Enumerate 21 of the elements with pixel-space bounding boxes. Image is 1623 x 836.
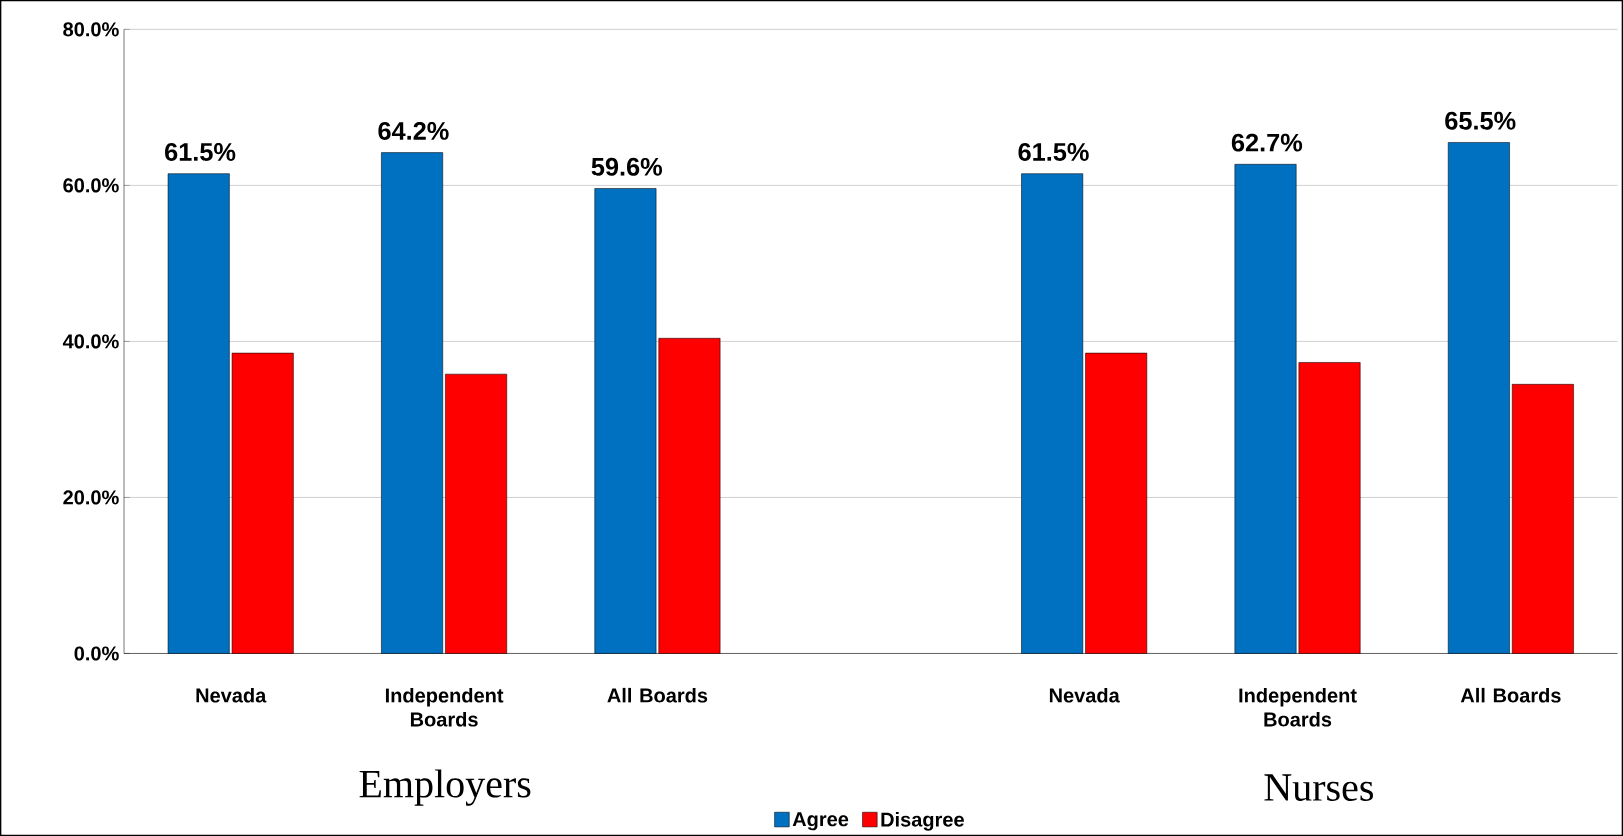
x-tick-label: All Boards: [607, 687, 708, 703]
x-tick-label: Nevada: [196, 687, 267, 703]
legend-label: Agree: [792, 812, 849, 831]
y-tick-label: 20.0%: [63, 490, 119, 505]
x-tick-label: Nevada: [1049, 687, 1120, 703]
data-label: 61.5%: [1018, 142, 1089, 161]
x-tick-label: Independent Boards: [385, 687, 504, 727]
data-label: 61.5%: [165, 142, 236, 161]
x-tick-label: All Boards: [1460, 687, 1561, 703]
y-tick-label: 60.0%: [63, 178, 119, 193]
data-label: 59.6%: [591, 157, 663, 176]
data-label: 64.2%: [378, 121, 449, 140]
y-tick-label: 0.0%: [74, 646, 119, 661]
data-label: 62.7%: [1231, 133, 1303, 152]
y-tick-label: 40.0%: [62, 334, 119, 349]
y-tick-label: 80.0%: [63, 22, 119, 37]
legend-label: Disagree: [881, 811, 964, 831]
x-tick-label: Independent Boards: [1239, 687, 1357, 727]
text: Nurses: [1264, 774, 1373, 801]
data-label: 65.5%: [1445, 111, 1516, 130]
text: Employers: [359, 769, 531, 806]
